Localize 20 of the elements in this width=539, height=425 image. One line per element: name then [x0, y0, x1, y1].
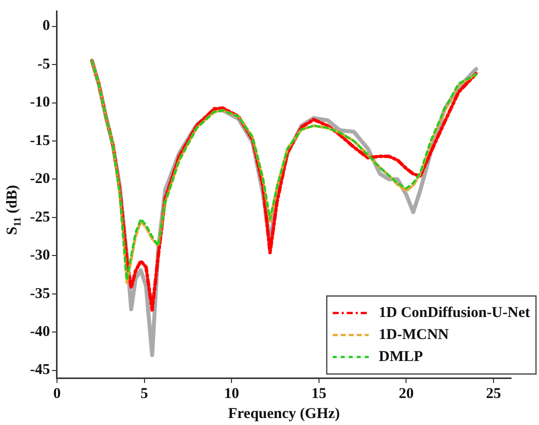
x-tick-label: 20 — [398, 386, 414, 402]
x-tick-label: 10 — [224, 386, 240, 402]
y-tick-label: -20 — [30, 171, 50, 188]
legend-label: 1D ConDiffusion-U-Net — [378, 304, 530, 321]
x-tick-label: 15 — [311, 386, 326, 402]
y-tick-label: -45 — [30, 362, 50, 378]
y-tick-label: -10 — [30, 94, 50, 111]
x-tick-label: 5 — [140, 386, 148, 402]
x-axis-title: Frequency (GHz) — [228, 406, 340, 422]
legend-label: 1D-MCNN — [378, 326, 449, 343]
y-tick-label: -35 — [30, 286, 50, 302]
y-tick-label: -15 — [30, 132, 50, 149]
x-tick-label: 25 — [486, 386, 502, 402]
y-tick-label: -30 — [30, 248, 50, 264]
y-tick-label: 0 — [42, 18, 50, 34]
y-tick-label: -40 — [30, 324, 50, 340]
y-tick-label: -5 — [37, 56, 50, 72]
x-tick-label: 0 — [53, 386, 61, 402]
legend-label: DMLP — [378, 348, 423, 365]
y-tick-label: -25 — [30, 209, 50, 226]
